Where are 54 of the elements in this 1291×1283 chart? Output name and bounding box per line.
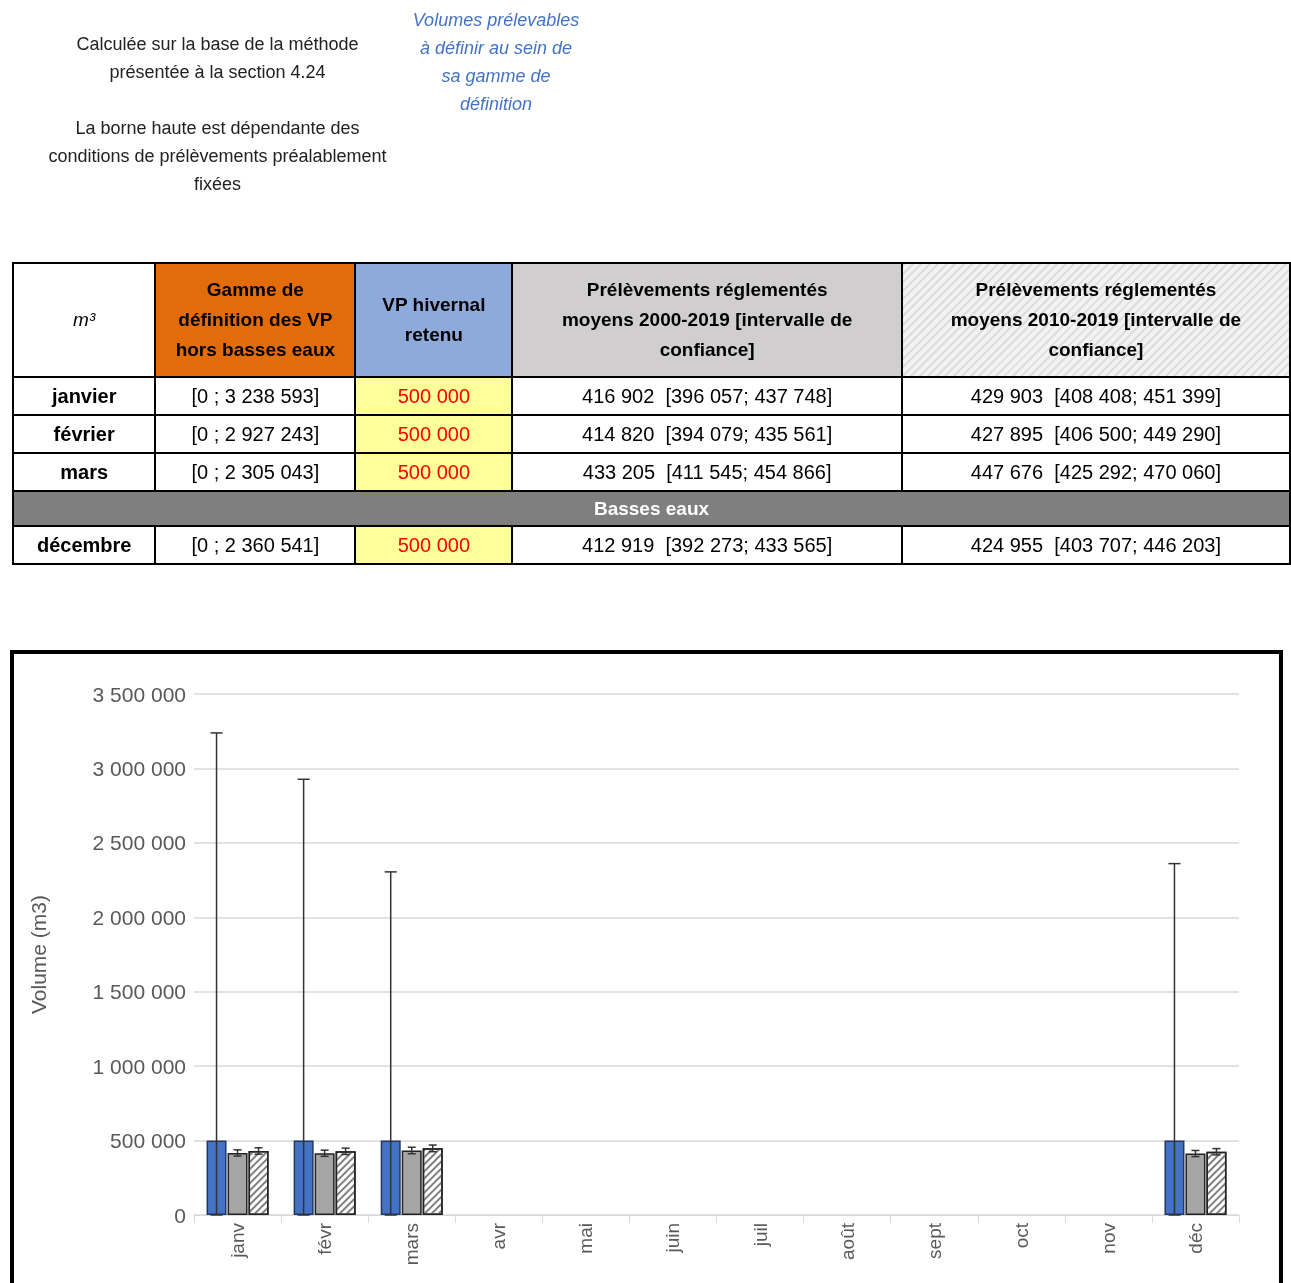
text: Basses eaux [13,491,1290,526]
text: 424 955 [403 707; 446 203] [901,526,1290,564]
text: 447 676 [425 292; 470 060] [901,453,1290,491]
y-tick-label: 3 500 000 [92,682,186,706]
x-tick-label: mai [575,1223,597,1254]
y-tick-label: 2 000 000 [92,905,186,929]
x-tick-label: juin [662,1223,684,1254]
text: Gamme de définition des VP hors basses eaux [155,263,356,377]
y-tick-label: 0 [174,1203,186,1227]
y-axis-title: Volume (m3) [27,894,50,1015]
bar [380,1140,401,1215]
x-tick-label: févr [314,1222,336,1255]
y-tick-label: 1 500 000 [92,980,186,1004]
bar [293,1140,314,1215]
text: [0 ; 2 360 541] [155,526,356,564]
text: 416 902 [396 057; 437 748] [512,377,902,415]
x-tick-label: oct [1010,1222,1032,1249]
text: La borne haute est dépendante des conditions de prélèvements préalablement fixées [47,117,388,196]
x-tick-label: sept [923,1222,945,1259]
text: 412 919 [392 273; 433 565] [512,526,902,564]
text: 427 895 [406 500; 449 290] [901,415,1290,453]
x-tick-label: nov [1097,1222,1119,1254]
text: Prélèvements réglementés moyens 2000-2019 [intervalle de confiance] [512,263,902,377]
x-tick-label: déc [1184,1223,1206,1254]
text: février [13,415,156,453]
x-tick-label: juil [749,1223,771,1248]
text: m³ [13,263,156,377]
x-tick-label: mars [401,1223,423,1266]
x-tick-label: janv [227,1222,249,1259]
text: [0 ; 2 927 243] [155,415,356,453]
text: 500 000 [355,453,513,491]
text: janvier [13,377,156,415]
text: décembre [13,526,156,564]
x-tick-label: avr [488,1222,510,1250]
x-tick-label: août [836,1222,858,1260]
text: 414 820 [394 079; 435 561] [512,415,902,453]
text: [0 ; 2 305 043] [155,453,356,491]
text: 500 000 [355,526,513,564]
y-tick-label: 3 000 000 [92,756,186,780]
text: [0 ; 3 238 593] [155,377,356,415]
text: 433 205 [411 545; 454 866] [512,453,902,491]
text: Volumes prélevables à définir au sein de sa gamme de définition [412,9,580,116]
text: mars [13,453,156,491]
text: Calculée sur la base de la méthode présentée à la section 4.24 [75,33,360,84]
y-tick-label: 1 000 000 [92,1054,186,1078]
y-tick-label: 500 000 [110,1129,186,1153]
text: VP hivernal retenu [355,263,513,377]
y-tick-label: 2 500 000 [92,831,186,855]
text: 429 903 [408 408; 451 399] [901,377,1290,415]
bar [206,1140,227,1215]
text: 500 000 [355,415,513,453]
text: 500 000 [355,377,513,415]
bar [1164,1140,1185,1215]
text: Prélèvements réglementés moyens 2010-2019 [intervalle de confiance] [901,263,1290,377]
